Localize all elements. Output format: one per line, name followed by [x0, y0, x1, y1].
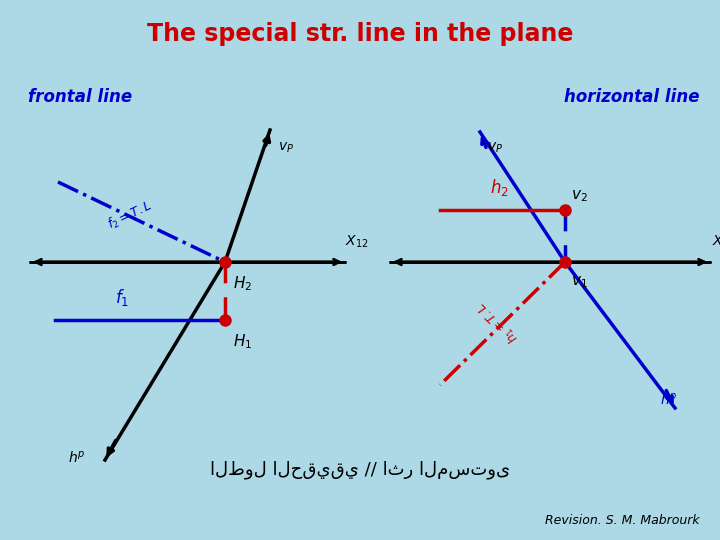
Text: $X_{12}$: $X_{12}$ [345, 234, 369, 250]
Text: $X_{12}$: $X_{12}$ [712, 234, 720, 250]
Text: $h_1 = T.L$: $h_1 = T.L$ [474, 298, 522, 346]
Text: $H_2$: $H_2$ [233, 274, 252, 293]
Text: Revision. S. M. Mabrourk: Revision. S. M. Mabrourk [545, 514, 700, 526]
Text: $v_P$: $v_P$ [278, 141, 294, 155]
Text: $v_2$: $v_2$ [571, 188, 588, 204]
Text: $h^p$: $h^p$ [68, 450, 86, 466]
Text: $v_P$: $v_P$ [487, 141, 503, 155]
Text: $v_1$: $v_1$ [571, 274, 588, 289]
Text: $H_1$: $H_1$ [233, 332, 252, 350]
Text: $f_2 = T.L$: $f_2 = T.L$ [105, 198, 155, 233]
Text: frontal line: frontal line [28, 88, 132, 106]
Text: $h^p$: $h^p$ [660, 392, 678, 408]
Text: $f_1$: $f_1$ [115, 287, 129, 308]
Text: The special str. line in the plane: The special str. line in the plane [147, 22, 573, 46]
Text: $h_2$: $h_2$ [490, 177, 509, 198]
Text: horizontal line: horizontal line [564, 88, 700, 106]
Text: الطول الحقيقي // اثر المستوى: الطول الحقيقي // اثر المستوى [210, 461, 510, 480]
